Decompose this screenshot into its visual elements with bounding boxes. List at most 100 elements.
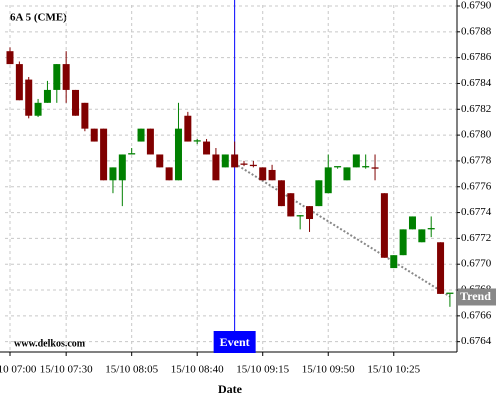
chart-title: 6A 5 (CME) xyxy=(10,12,67,24)
candle xyxy=(109,167,117,194)
y-tick-label: 0.6764 xyxy=(461,335,492,347)
candle xyxy=(418,229,426,243)
candle-body xyxy=(128,153,136,155)
candle-body xyxy=(306,206,314,220)
candle-body xyxy=(362,166,370,168)
candle-body xyxy=(203,141,211,155)
candle-body xyxy=(352,154,360,168)
candle-body xyxy=(81,102,89,129)
candle xyxy=(34,98,42,118)
candle xyxy=(72,89,80,116)
candle-body xyxy=(277,180,285,207)
y-tick-label: 0.6778 xyxy=(461,154,492,166)
candle xyxy=(287,193,295,217)
event-box xyxy=(213,331,256,353)
candle xyxy=(212,148,220,181)
candle-body xyxy=(43,89,51,103)
candle xyxy=(81,102,89,132)
candle xyxy=(15,61,23,101)
candle-body xyxy=(371,167,379,169)
candle-body xyxy=(165,167,173,181)
y-tick-label: 0.6786 xyxy=(461,51,492,63)
candle xyxy=(156,154,164,168)
y-tick-label: 0.6780 xyxy=(461,129,492,141)
candle-body xyxy=(418,229,426,243)
y-tick-label: 0.6788 xyxy=(461,25,492,37)
candle xyxy=(184,111,192,142)
y-tick-label: 0.6772 xyxy=(461,232,491,244)
candle xyxy=(90,128,98,142)
candle-body xyxy=(408,216,416,230)
y-tick-label: 0.6776 xyxy=(461,180,492,192)
y-tick-label: 0.6766 xyxy=(461,309,492,321)
candle-body xyxy=(53,64,61,90)
candle xyxy=(128,148,136,155)
x-tick-label: 15/10 08:05 xyxy=(105,364,158,376)
candle-body xyxy=(287,193,295,217)
candle xyxy=(324,154,332,194)
candle-body xyxy=(249,164,257,167)
candle-body xyxy=(137,128,145,142)
candle xyxy=(334,166,342,169)
candle-body xyxy=(15,64,23,101)
candle xyxy=(352,154,360,168)
candle-body xyxy=(34,102,42,116)
candle xyxy=(62,51,70,103)
trend-label: Trend xyxy=(460,289,491,303)
candle xyxy=(277,180,285,207)
candle xyxy=(390,255,398,269)
candle-body xyxy=(296,215,304,217)
candle-body xyxy=(324,167,332,194)
x-tick-label: 15/10 07:30 xyxy=(40,364,93,376)
candle xyxy=(165,167,173,181)
candle xyxy=(240,160,248,167)
watermark: www.delkos.com xyxy=(14,338,86,349)
candle xyxy=(259,167,267,181)
trend-line xyxy=(234,162,451,298)
candle-body xyxy=(427,228,435,230)
candle xyxy=(437,242,445,294)
candle-body xyxy=(240,163,248,165)
candle-body xyxy=(25,79,33,116)
candle xyxy=(146,128,154,155)
x-tick-label: 15/10 07:00 xyxy=(0,364,37,376)
y-tick-label: 0.6784 xyxy=(461,77,492,89)
candle xyxy=(315,180,323,207)
candle xyxy=(221,154,229,168)
candle xyxy=(100,128,108,181)
candle xyxy=(118,154,126,207)
candle-body xyxy=(334,166,342,168)
candle xyxy=(6,47,14,65)
candle-body xyxy=(315,180,323,207)
candle-body xyxy=(6,51,14,65)
event-label: Event xyxy=(220,335,250,349)
candle xyxy=(43,80,51,103)
y-tick-label: 0.6774 xyxy=(461,206,492,218)
candle-body xyxy=(156,154,164,168)
candle xyxy=(427,216,435,238)
candle-body xyxy=(109,167,117,181)
y-tick-label: 0.6790 xyxy=(461,0,492,12)
candle xyxy=(137,128,145,142)
x-tick-label: 15/10 09:15 xyxy=(236,364,289,376)
candle xyxy=(53,64,61,103)
candle-body xyxy=(259,167,267,181)
candle xyxy=(193,138,201,145)
candle-body xyxy=(390,255,398,269)
candle xyxy=(399,229,407,256)
candle xyxy=(296,215,304,230)
candle xyxy=(25,77,33,119)
candle-body xyxy=(221,154,229,168)
candle-body xyxy=(212,154,220,181)
candle-body xyxy=(62,64,70,90)
candle xyxy=(446,292,454,307)
y-tick-label: 0.6782 xyxy=(461,103,491,115)
candle-body xyxy=(446,292,454,294)
candle-body xyxy=(72,89,80,116)
y-tick-label: 0.6770 xyxy=(461,258,492,270)
candle xyxy=(362,154,370,169)
candle-body xyxy=(399,229,407,256)
x-tick-label: 15/10 08:40 xyxy=(171,364,224,376)
